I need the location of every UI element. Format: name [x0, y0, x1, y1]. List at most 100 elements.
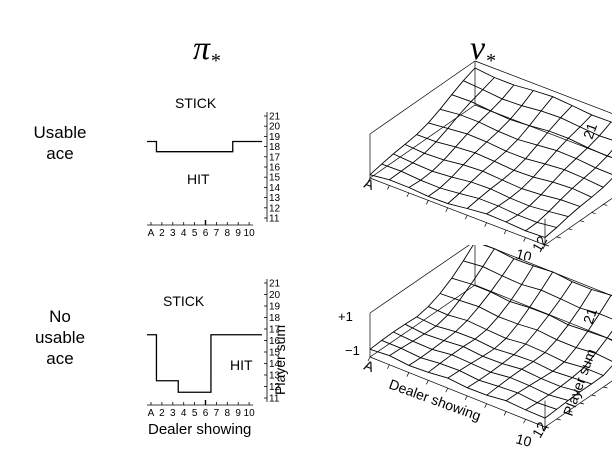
- surface-grid-line: [416, 134, 592, 198]
- dealer-tick-label: 5: [192, 228, 198, 239]
- surface-tick: [591, 394, 596, 397]
- surface-tick: [542, 426, 546, 432]
- surface-grid-line: [428, 122, 604, 188]
- dealer-tick-label: 7: [214, 408, 220, 419]
- sum-tick-label: 12: [269, 382, 281, 393]
- row-label-usable-ace: Usable ace: [33, 123, 87, 163]
- surface-grid-line: [463, 260, 612, 320]
- surface-tick: [484, 403, 487, 408]
- sum-tick-label: 13: [269, 193, 281, 204]
- surface-box-edge: [369, 284, 476, 358]
- z-label-plus-one: +1: [338, 309, 353, 324]
- dealer-tick-label: 2: [159, 228, 165, 239]
- surface-grid-line: [369, 348, 546, 419]
- sum-tick-label: 18: [269, 313, 281, 324]
- surface-grid-line: [439, 293, 612, 362]
- surface-grid-line: [525, 149, 612, 232]
- surface-grid-line: [447, 271, 554, 379]
- dealer-tick-label: 5: [192, 408, 198, 419]
- sum-tick-label: 12: [269, 203, 281, 214]
- sum-tick-label: 21: [269, 112, 281, 123]
- stick-label: STICK: [163, 293, 205, 309]
- surface-box-edge: [474, 104, 612, 158]
- surface-box-edge: [544, 197, 612, 246]
- corner-label-a: A: [362, 175, 377, 193]
- surface-tick: [591, 212, 596, 214]
- row-label-no-usable-ace: No usable ace: [34, 307, 86, 368]
- corner-label-21: 21: [580, 306, 600, 326]
- surface-box-edge: [369, 245, 470, 314]
- surface-tick: [544, 244, 550, 247]
- surface-tick: [579, 220, 585, 223]
- surface-box-edge: [484, 245, 612, 297]
- surface-tick: [387, 364, 390, 369]
- sum-tick-label: 14: [269, 359, 281, 370]
- surface-grid-line: [428, 90, 534, 197]
- value-surface-no-usable: +1 −1 A Dealer showing 10 12 21 Player s…: [338, 245, 612, 450]
- surface-grid-line: [389, 77, 495, 181]
- surface-grid-line: [389, 248, 495, 356]
- surface-tick: [367, 177, 371, 183]
- stick-label: STICK: [175, 95, 217, 111]
- sum-tick-label: 19: [269, 132, 281, 143]
- surface-tick: [556, 236, 561, 239]
- surface-tick: [367, 356, 371, 362]
- sum-tick-label: 13: [269, 371, 281, 382]
- surface-tick: [406, 372, 410, 377]
- surface-tick: [464, 395, 468, 401]
- surface-box-edge: [369, 177, 546, 246]
- dealer-tick-label: 6: [203, 228, 209, 239]
- surface-grid-line: [466, 105, 573, 209]
- surface-tick: [568, 410, 573, 413]
- surface-grid-line: [393, 331, 569, 401]
- corner-label-21: 21: [580, 121, 600, 141]
- surface-tick: [445, 207, 449, 212]
- surface-tick: [568, 228, 573, 231]
- sum-tick-label: 19: [269, 302, 281, 313]
- sum-tick-label: 11: [269, 394, 280, 405]
- corner-label-10: 10: [514, 430, 533, 450]
- dealer-tick-label: A: [148, 408, 155, 419]
- sum-tick-label: 11: [269, 214, 280, 225]
- corner-label-10: 10: [514, 245, 533, 260]
- surface-grid-line: [408, 84, 515, 188]
- policy-boundary: [147, 140, 262, 153]
- surface-grid-line: [447, 96, 554, 204]
- value-surface-usable: A 10 12 21: [362, 60, 612, 260]
- dealer-tick-label: 8: [225, 228, 231, 239]
- surface-grid-line: [486, 289, 593, 396]
- surface-grid-line: [451, 277, 612, 341]
- surface-grid-line: [393, 153, 569, 218]
- surface-grid-line: [486, 114, 593, 215]
- surface-grid-line: [381, 163, 557, 228]
- surface-grid-line: [544, 177, 612, 238]
- surface-box-edge: [474, 284, 612, 341]
- sum-tick-label: 17: [269, 152, 281, 163]
- sum-tick-label: 21: [269, 279, 281, 290]
- z-label-minus-one: −1: [345, 343, 360, 358]
- dealer-tick-label: 10: [244, 228, 256, 239]
- dealer-tick-label: 8: [225, 408, 231, 419]
- surface-grid-line: [439, 108, 612, 175]
- surface-tick: [523, 419, 526, 424]
- surface-grid-line: [428, 265, 534, 373]
- surface-grid-line: [416, 316, 592, 385]
- dealer-tick-label: 9: [235, 228, 241, 239]
- sum-tick-label: 20: [269, 122, 281, 133]
- surface-grid-line: [428, 306, 604, 376]
- surface-tick: [542, 244, 546, 250]
- sum-tick-label: 16: [269, 336, 281, 347]
- player-sum-axis-label: Player sum: [272, 324, 288, 395]
- surface-grid-line: [404, 143, 581, 207]
- dealer-tick-label: 4: [181, 408, 187, 419]
- surface-tick: [544, 426, 550, 429]
- surface-tick: [426, 380, 429, 385]
- surface-box-edge: [369, 60, 476, 135]
- surface-grid-line: [505, 121, 612, 223]
- surface-tick: [503, 229, 507, 235]
- surface-grid-line: [525, 330, 612, 411]
- surface-grid-line: [474, 67, 612, 123]
- surface-grid-line: [404, 323, 581, 393]
